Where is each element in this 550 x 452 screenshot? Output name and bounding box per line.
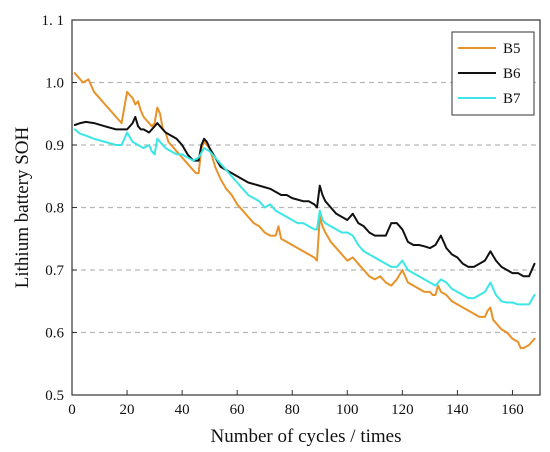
y-tick-label-1: 0.6 bbox=[45, 326, 64, 342]
y-axis-title: Lithium battery SOH bbox=[12, 126, 33, 288]
x-axis-title: Number of cycles / times bbox=[210, 426, 401, 447]
x-tick-label-3: 60 bbox=[230, 402, 245, 418]
x-tick-label-7: 140 bbox=[446, 402, 469, 418]
series-line-b5 bbox=[73, 72, 536, 350]
legend: B5 B6 B7 bbox=[451, 31, 535, 116]
x-tick-label-0: 0 bbox=[68, 402, 76, 418]
x-axis: 0 20 40 60 80 100 120 140 160 bbox=[68, 390, 524, 418]
legend-label-b7: B7 bbox=[503, 91, 521, 107]
x-tick-label-2: 40 bbox=[175, 402, 190, 418]
x-tick-label-5: 100 bbox=[336, 402, 359, 418]
series-line-b6 bbox=[73, 115, 536, 278]
y-tick-label-5: 1.0 bbox=[45, 76, 64, 92]
legend-label-b6: B6 bbox=[503, 66, 521, 82]
x-tick-label-4: 80 bbox=[285, 402, 300, 418]
legend-label-b5: B5 bbox=[503, 41, 521, 57]
series-layer bbox=[73, 72, 536, 350]
series-line-b7 bbox=[73, 128, 536, 306]
y-tick-label-3: 0.8 bbox=[45, 201, 64, 217]
y-tick-label-2: 0.7 bbox=[45, 263, 64, 279]
gridlines bbox=[72, 81, 540, 334]
y-tick-label-0: 0.5 bbox=[45, 388, 64, 404]
y-tick-label-6: 1. 1 bbox=[42, 13, 65, 29]
y-axis: 0.5 0.6 0.7 0.8 0.9 1.0 1. 1 bbox=[42, 13, 77, 404]
x-tick-label-1: 20 bbox=[120, 402, 135, 418]
x-tick-label-6: 120 bbox=[391, 402, 414, 418]
y-tick-label-4: 0.9 bbox=[45, 138, 64, 154]
x-tick-label-8: 160 bbox=[501, 402, 524, 418]
